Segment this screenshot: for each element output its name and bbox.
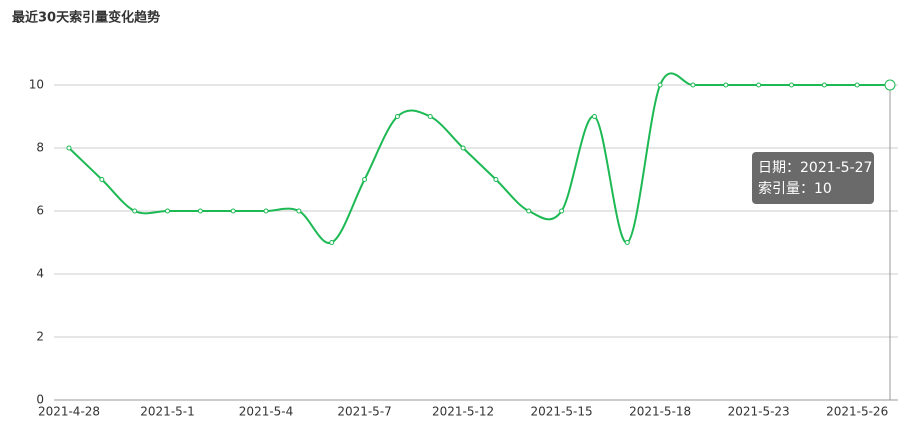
y-tick-label: 4 <box>36 267 44 281</box>
x-tick-label: 2021-5-18 <box>629 405 691 419</box>
y-tick-label: 6 <box>36 204 44 218</box>
data-point <box>394 114 400 119</box>
data-point <box>723 82 729 88</box>
data-point <box>263 208 269 214</box>
data-point <box>132 208 138 214</box>
y-tick-label: 10 <box>29 78 44 92</box>
data-point <box>460 145 466 151</box>
data-point <box>821 82 827 88</box>
data-point <box>788 82 794 88</box>
data-point <box>99 177 105 182</box>
data-point <box>526 208 532 214</box>
x-tick-label: 2021-5-26 <box>826 405 888 419</box>
y-tick-label: 8 <box>36 141 44 155</box>
tooltip-line: 索引量：10 <box>758 180 832 197</box>
data-point <box>296 208 302 214</box>
data-point <box>559 208 565 214</box>
data-point <box>690 82 696 88</box>
y-tick-label: 0 <box>36 393 44 407</box>
data-point <box>197 208 203 214</box>
data-point <box>362 177 368 182</box>
y-tick-label: 2 <box>36 330 44 344</box>
tooltip-line: 日期：2021-5-27 <box>758 160 872 176</box>
tooltip-box <box>752 152 874 204</box>
x-tick-label: 2021-5-4 <box>239 405 293 419</box>
data-point <box>66 145 72 151</box>
x-tick-label: 2021-5-15 <box>531 405 593 419</box>
data-point <box>624 240 630 245</box>
data-point <box>884 79 896 91</box>
data-point <box>230 208 236 214</box>
data-point <box>165 208 171 214</box>
tooltip: 日期：2021-5-27 索引量：10 <box>752 152 874 204</box>
x-tick-label: 2021-5-12 <box>432 405 494 419</box>
data-point <box>756 82 762 88</box>
data-point <box>493 177 499 182</box>
data-point <box>657 82 663 88</box>
x-tick-label: 2021-5-1 <box>140 405 194 419</box>
data-point <box>427 114 433 119</box>
x-tick-label: 2021-5-23 <box>728 405 790 419</box>
data-point <box>329 240 335 245</box>
data-point <box>591 114 597 119</box>
x-tick-label: 2021-4-28 <box>38 405 100 419</box>
chart-title: 最近30天索引量变化趋势 <box>12 10 160 26</box>
x-tick-label: 2021-5-7 <box>337 405 391 419</box>
data-point <box>854 82 860 88</box>
